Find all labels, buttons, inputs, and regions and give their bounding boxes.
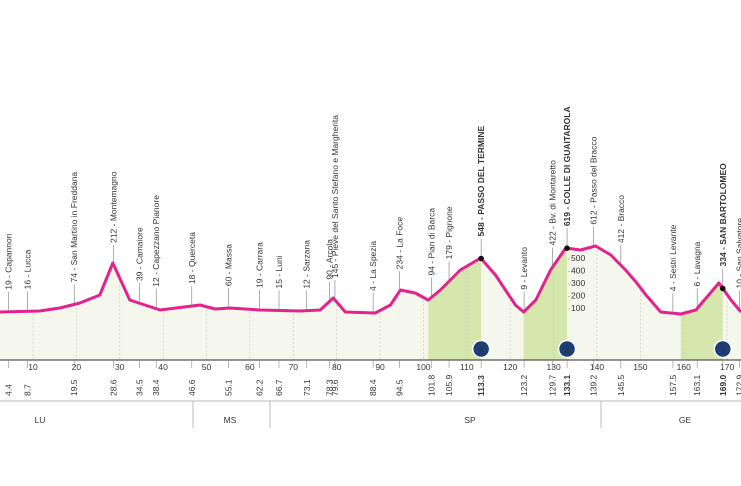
km-label: 105.9 (444, 374, 454, 396)
summit-dot (719, 285, 726, 292)
summit-dot (478, 255, 484, 262)
x-tick-label: 30 (115, 362, 125, 372)
place-label: 16 - Lucca (22, 249, 32, 289)
x-tick-label: 80 (332, 362, 342, 372)
x-tick-label: 130 (546, 362, 560, 372)
km-label: 101.8 (426, 374, 436, 396)
region-label: GE (679, 415, 692, 425)
place-label: 422 - Bv. di Montaretto (547, 160, 557, 246)
place-label: 548 - PASSO DEL TERMINE (476, 125, 486, 236)
gpm-label: 3 (479, 345, 484, 355)
place-label: 15 - Luni (274, 255, 284, 288)
x-tick-label: 140 (590, 362, 604, 372)
km-label: 78.3 (324, 379, 334, 396)
km-label: 62.2 (254, 379, 264, 396)
place-label: 6 - Lavagna (692, 241, 702, 286)
place-label: 234 - La Foce (395, 217, 405, 270)
x-tick-label: 60 (245, 362, 255, 372)
place-label: 9 - Levanto (519, 247, 529, 290)
km-label: 139.2 (589, 374, 599, 396)
place-label: 179 - Pignone (444, 206, 454, 259)
km-label: 94.5 (395, 379, 405, 396)
km-label: 163.1 (692, 374, 702, 396)
km-label: 73.1 (302, 379, 312, 396)
x-tick-label: 40 (158, 362, 168, 372)
y-tick-label: 400 (571, 266, 585, 276)
climb-shade (523, 248, 568, 360)
y-tick-label: 300 (571, 278, 585, 288)
gpm-badge (557, 339, 577, 359)
km-label: 34.5 (134, 379, 144, 396)
place-label: 334 - SAN BARTOLOMEO (718, 163, 728, 267)
km-label: 113.3 (476, 375, 486, 396)
place-label: 19 - Capannori (4, 233, 14, 289)
region-label: SP (464, 415, 476, 425)
place-label: 619 - COLLE DI GUAITAROLA (562, 106, 572, 226)
km-label: 79.6 (330, 379, 340, 396)
place-label: 212 - Montemagno (109, 171, 119, 243)
region-label: MS (224, 415, 237, 425)
region-label: LU (35, 415, 46, 425)
km-label: 8.7 (22, 384, 32, 396)
x-tick-label: 160 (677, 362, 691, 372)
x-tick-label: 110 (460, 362, 474, 372)
place-label: 19 - Carrara (254, 242, 264, 288)
gpm-label: 2 (565, 345, 570, 355)
gpm-label: 3 (720, 345, 725, 355)
km-label: 19.5 (69, 379, 79, 396)
km-label: 133.1 (562, 374, 572, 396)
km-label: 55.1 (224, 379, 234, 396)
place-label: 60 - Massa (224, 244, 234, 286)
gpm-badge (471, 339, 491, 359)
y-tick-label: 100 (571, 303, 585, 313)
place-label: 10 - San Salvatore (735, 218, 741, 289)
km-label: 169.0 (718, 374, 728, 396)
x-tick-label: 70 (289, 362, 299, 372)
x-tick-label: 50 (202, 362, 212, 372)
km-label: 129.7 (547, 374, 557, 396)
y-tick-label: 500 (571, 253, 585, 263)
gpm-badge (713, 339, 733, 359)
x-tick-label: 150 (633, 362, 647, 372)
y-tick-label: 200 (571, 291, 585, 301)
km-label: 38.4 (151, 379, 161, 396)
x-tick-label: 170 (720, 362, 734, 372)
km-label: 145.5 (616, 374, 626, 396)
km-label: 123.2 (519, 374, 529, 396)
x-tick-label: 120 (503, 362, 517, 372)
place-label: 4 - Sestri Levante (668, 224, 678, 291)
place-label: 12 - Capezzano Pianore (151, 195, 161, 287)
climb-shade (428, 258, 482, 360)
place-label: 39 - Camaiore (134, 227, 144, 281)
km-label: 88.4 (368, 379, 378, 396)
x-tick-label: 100 (416, 362, 430, 372)
km-label: 46.6 (187, 379, 197, 396)
place-label: 18 - Querceta (187, 232, 197, 284)
place-label: 74 - San Martino in Freddana (69, 172, 79, 283)
x-tick-label: 90 (375, 362, 385, 372)
place-label: 145 - Pieve del Santo Stefano e Margheri… (330, 115, 340, 278)
profile-line (0, 244, 741, 316)
place-label: 12 - Sarzana (302, 240, 312, 289)
km-label: 66.7 (274, 379, 284, 396)
place-label: 4 - La Spezia (368, 241, 378, 291)
summit-dot (564, 245, 570, 251)
place-label: 94 - Pian di Barca (426, 208, 436, 276)
x-tick-label: 10 (28, 362, 38, 372)
place-label: 412 - Bracco (616, 195, 626, 243)
x-tick-label: 20 (72, 362, 82, 372)
km-label: 4.4 (4, 384, 14, 396)
place-label: 90 - Arcola (324, 239, 334, 280)
km-label: 28.6 (109, 379, 119, 396)
place-label: 612 - Passo del Bracco (589, 136, 599, 224)
km-label: 157.5 (668, 374, 678, 396)
climb-shade (680, 283, 723, 360)
km-label: 172.9 (735, 374, 741, 396)
